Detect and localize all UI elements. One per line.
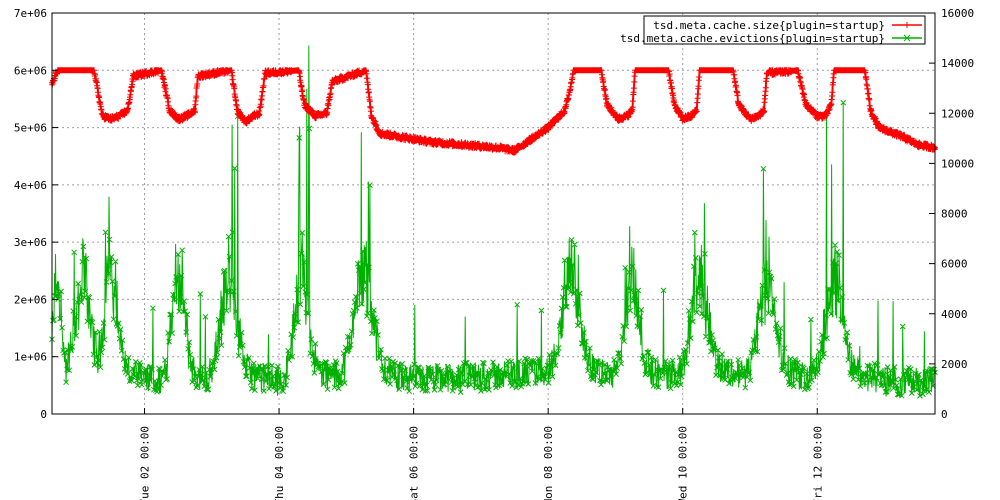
tick-marks	[52, 12, 935, 415]
y-left-tick-label: 1e+06	[14, 351, 47, 364]
y-right-tick-label: 14000	[941, 57, 974, 70]
tick-labels: 0 1e+06 2e+06 3e+06 4e+06 5e+06 6e+06 7e+06 0 200…	[14, 7, 974, 500]
y-right-tick-label: 6000	[941, 258, 968, 271]
plot-border	[51, 12, 936, 415]
x-tick-label: Thu 04 00:00	[273, 426, 286, 500]
y-right-tick-label: 8000	[941, 208, 968, 221]
y-left-tick-label: 0	[40, 408, 47, 421]
x-tick-label: Wed 10 00:00	[677, 426, 690, 500]
y-right-tick-label: 4000	[941, 308, 968, 321]
cache-size-series-markers	[49, 67, 938, 156]
y-right-tick-label: 2000	[941, 358, 968, 371]
y-right-tick-label: 0	[941, 408, 948, 421]
x-tick-label: Tue 02 00:00	[139, 426, 152, 500]
evictions-series-line	[51, 45, 936, 397]
y-right-tick-label: 10000	[941, 157, 974, 170]
y-left-tick-label: 2e+06	[14, 293, 47, 306]
y-right-tick-label: 16000	[941, 7, 974, 20]
legend-swatch-marker	[904, 22, 910, 28]
legend-swatch-marker	[903, 34, 911, 42]
grid	[52, 13, 935, 414]
plot-series	[49, 45, 938, 399]
legend-label: tsd.meta.cache.evictions{plugin=startup}	[620, 32, 885, 45]
y-left-tick-label: 4e+06	[14, 179, 47, 192]
y-left-tick-label: 7e+06	[14, 7, 47, 20]
y-right-tick-label: 12000	[941, 107, 974, 120]
y-left-tick-label: 6e+06	[14, 64, 47, 77]
x-tick-label: Fri 12 00:00	[811, 426, 824, 500]
legend-label: tsd.meta.cache.size{plugin=startup}	[653, 19, 885, 32]
y-left-tick-label: 5e+06	[14, 122, 47, 135]
y-left-tick-label: 3e+06	[14, 236, 47, 249]
x-tick-label: Sat 06 00:00	[408, 426, 421, 500]
legend-box	[643, 15, 926, 45]
legend: tsd.meta.cache.size{plugin=startup}tsd.m…	[620, 15, 926, 45]
x-tick-label: Mon 08 00:00	[542, 426, 555, 500]
